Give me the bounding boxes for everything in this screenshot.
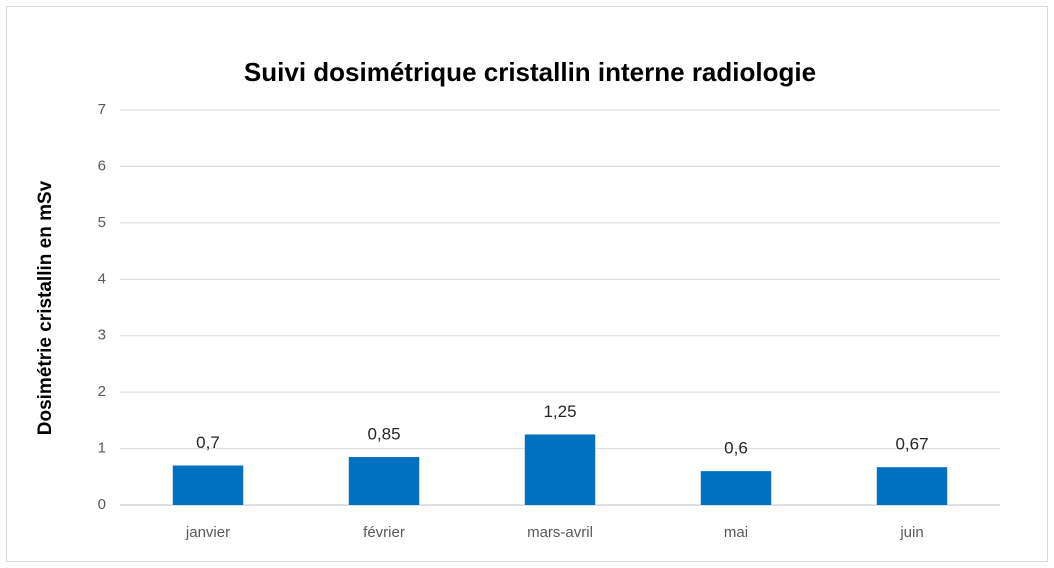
y-tick-label: 0: [98, 496, 106, 513]
y-tick-label: 6: [98, 157, 106, 174]
data-label: 0,67: [895, 435, 928, 454]
y-tick-label: 1: [98, 440, 106, 457]
chart-title: Suivi dosimétrique cristallin interne ra…: [244, 57, 816, 87]
bar: [876, 467, 948, 505]
x-tick-label: février: [363, 524, 405, 541]
x-tick-label: mars-avril: [527, 524, 593, 541]
y-tick-label: 2: [98, 383, 106, 400]
data-label: 0,7: [196, 433, 220, 452]
y-axis-label: Dosimétrie cristallin en mSv: [35, 180, 56, 435]
bar: [700, 471, 772, 505]
x-tick-label: mai: [724, 524, 748, 541]
bar: [172, 465, 244, 505]
y-tick-label: 7: [98, 101, 106, 118]
x-tick-label: juin: [899, 524, 923, 541]
y-tick-label: 3: [98, 327, 106, 344]
data-label: 1,25: [543, 402, 576, 421]
y-tick-label: 5: [98, 214, 106, 231]
data-label: 0,85: [367, 425, 400, 444]
bar: [348, 457, 420, 505]
y-tick-label: 4: [98, 270, 106, 287]
bar: [524, 434, 596, 505]
data-label: 0,6: [724, 439, 748, 458]
x-tick-label: janvier: [185, 524, 230, 541]
